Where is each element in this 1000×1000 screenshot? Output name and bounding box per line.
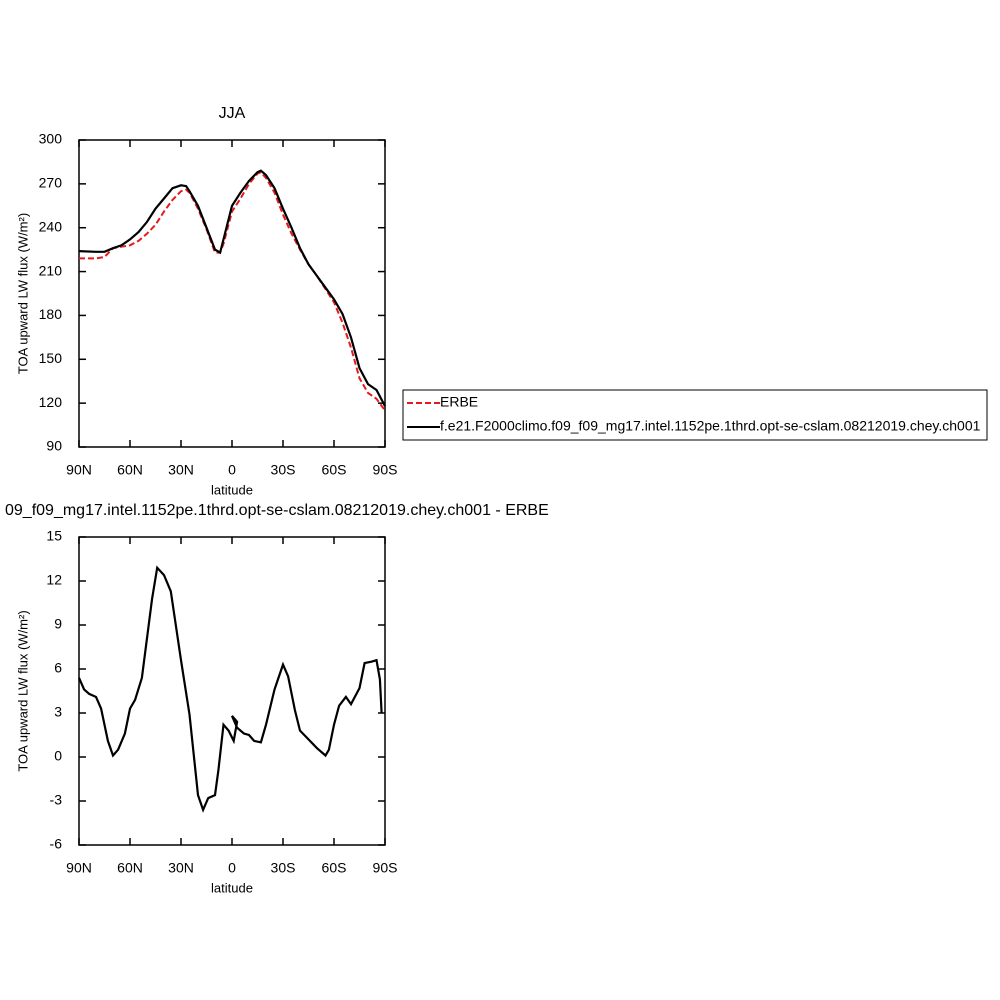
chart-title: JJA — [219, 105, 246, 122]
x-tick-label: 60N — [117, 462, 143, 478]
plot-frame — [78, 536, 386, 846]
x-tick-label: 0 — [228, 462, 236, 478]
y-tick-label: -3 — [50, 792, 63, 808]
legend-label: f.e21.F2000climo.f09_f09_mg17.intel.1152… — [440, 418, 981, 434]
y-tick-label: 120 — [39, 394, 63, 410]
x-tick-label: 90N — [66, 462, 92, 478]
data-line — [79, 171, 386, 412]
y-tick-label: 300 — [39, 131, 63, 147]
x-tick-label: 90S — [373, 860, 398, 876]
y-tick-label: 240 — [39, 218, 63, 234]
chart-title: 09_f09_mg17.intel.1152pe.1thrd.opt-se-cs… — [5, 502, 549, 519]
x-tick-label: 30S — [271, 462, 296, 478]
x-axis-label: latitude — [211, 880, 253, 895]
x-tick-label: 30N — [168, 860, 194, 876]
x-tick-label: 60N — [117, 860, 143, 876]
y-tick-label: 180 — [39, 306, 63, 322]
y-tick-label: 150 — [39, 350, 63, 366]
y-tick-label: 270 — [39, 175, 63, 191]
y-tick-label: 6 — [54, 660, 62, 676]
y-tick-label: 210 — [39, 262, 63, 278]
y-tick-label: 12 — [46, 572, 62, 588]
x-tick-label: 30N — [168, 462, 194, 478]
x-tick-label: 60S — [322, 860, 347, 876]
data-line — [77, 565, 383, 813]
x-tick-label: 90N — [66, 860, 92, 876]
y-axis-label: TOA upward LW flux (W/m²) — [15, 213, 30, 374]
x-tick-label: 30S — [271, 860, 296, 876]
legend-label: ERBE — [440, 394, 478, 410]
x-tick-label: 0 — [228, 860, 236, 876]
y-tick-label: 0 — [54, 748, 62, 764]
y-tick-label: 9 — [54, 616, 62, 632]
plot-frame — [78, 139, 386, 448]
y-axis-label: TOA upward LW flux (W/m²) — [15, 610, 30, 771]
x-tick-label: 90S — [373, 462, 398, 478]
x-tick-label: 60S — [322, 462, 347, 478]
y-tick-label: -6 — [50, 836, 63, 852]
y-tick-label: 15 — [46, 528, 62, 544]
y-tick-label: 90 — [46, 438, 62, 454]
data-line — [78, 169, 386, 407]
x-axis-label: latitude — [211, 482, 253, 497]
legend-box — [402, 389, 988, 441]
y-tick-label: 3 — [54, 704, 62, 720]
